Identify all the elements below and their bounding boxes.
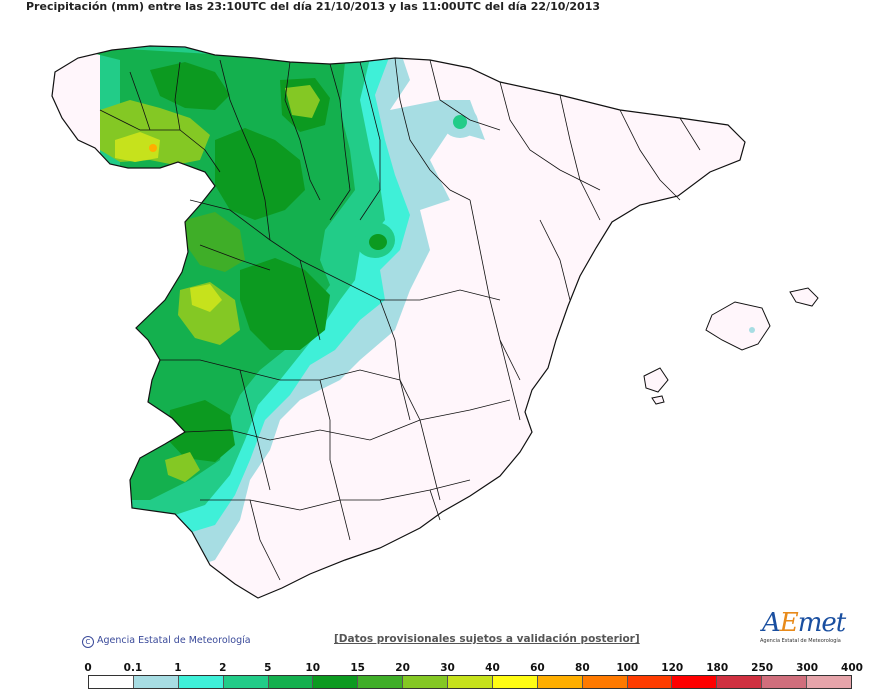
legend-label: 2 <box>219 662 227 674</box>
legend-color-swatch <box>223 676 269 688</box>
copyright-icon: C <box>82 636 94 648</box>
legend-label: 0 <box>84 662 92 674</box>
province-borders <box>99 57 701 581</box>
legend-label: 20 <box>395 662 410 674</box>
legend-label: 5 <box>264 662 272 674</box>
legend-color-swatch <box>717 676 763 688</box>
legend-label: 180 <box>706 662 729 674</box>
legend-color-swatch <box>358 676 404 688</box>
legend-color-swatch <box>89 676 134 688</box>
legend-color-swatch <box>133 676 179 688</box>
precipitation-map <box>51 45 819 599</box>
legend-color-swatch <box>313 676 359 688</box>
balearic-islands <box>643 287 819 405</box>
legend-color-swatch <box>403 676 448 688</box>
menorca <box>789 287 819 307</box>
legend-label: 300 <box>796 662 819 674</box>
peninsula <box>51 45 746 599</box>
legend-color-swatch <box>582 676 628 688</box>
legend-label: 400 <box>841 662 863 674</box>
legend-label: 0.1 <box>123 662 143 674</box>
legend-color-swatch <box>807 676 851 688</box>
precipitation-legend: 0 0.1 1 2 5 10 15 20 30 40 60 80 100 120 180 250 300 400 <box>0 660 870 696</box>
legend-color-swatch <box>492 676 538 688</box>
legend-label: 80 <box>575 662 590 674</box>
legend-label: 15 <box>350 662 365 674</box>
legend-label: 30 <box>440 662 455 674</box>
formentera <box>651 395 665 405</box>
legend-color-swatch <box>672 676 718 688</box>
disclaimer: [Datos provisionales sujetos a validació… <box>334 633 640 645</box>
copyright-text: Agencia Estatal de Meteorología <box>97 635 251 646</box>
legend-label: 40 <box>485 662 500 674</box>
legend-label: 120 <box>661 662 684 674</box>
legend-label: 250 <box>751 662 774 674</box>
legend-label: 10 <box>305 662 321 674</box>
legend-color-swatch <box>537 676 583 688</box>
legend-color-swatch <box>268 676 314 688</box>
legend-label: 100 <box>616 662 639 674</box>
legend-color-swatch <box>762 676 807 688</box>
map-title: Precipitación (mm) entre las 23:10UTC de… <box>26 0 601 13</box>
aemet-logo: AEmet Agencia Estatal de Meteorología <box>760 608 846 644</box>
legend-label: 60 <box>530 662 545 674</box>
ibiza <box>643 367 669 393</box>
legend-color-swatch <box>627 676 673 688</box>
legend-color-swatch <box>178 676 224 688</box>
legend-color-bar <box>88 675 852 689</box>
copyright-notice: C Agencia Estatal de Meteorología <box>82 635 251 648</box>
legend-label: 1 <box>174 662 182 674</box>
mallorca <box>705 301 771 351</box>
legend-color-swatch <box>448 676 493 688</box>
